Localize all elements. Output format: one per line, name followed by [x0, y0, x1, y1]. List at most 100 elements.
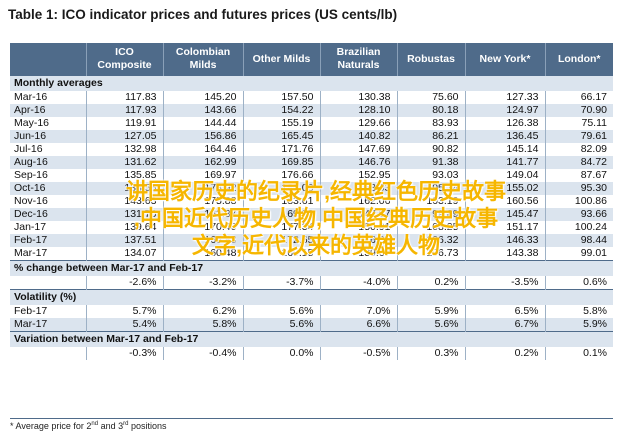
table-cell: 140.82	[320, 130, 398, 143]
row-label: Apr-16	[10, 104, 87, 117]
table-cell: 164.46	[163, 143, 244, 156]
row-label: Feb-17	[10, 234, 87, 247]
table-cell: 143.38	[465, 247, 546, 261]
table-cell: 131.70	[86, 208, 164, 221]
table-cell: 0.2%	[465, 347, 546, 360]
footnote-sup-rd: rd	[123, 421, 129, 427]
table-cell: 117.83	[86, 91, 164, 104]
table-bottom-rule	[10, 418, 613, 419]
table-cell: 132.98	[86, 143, 164, 156]
column-header-line: Composite	[97, 59, 152, 71]
table-cell: -3.5%	[465, 276, 546, 290]
column-header-line: Brazilian	[336, 46, 381, 58]
table-row: May-16 119.91 144.44 155.19 129.66 83.93 126.3…	[10, 117, 613, 130]
table-cell: 165.83	[163, 234, 244, 247]
section-label: Variation between Mar-17 and Feb-17	[10, 331, 613, 347]
table-cell: 138.56	[86, 182, 164, 195]
table-cell: 7.0%	[320, 305, 398, 318]
table-cell: 0.0%	[243, 347, 321, 360]
section-label: % change between Mar-17 and Feb-17	[10, 260, 613, 276]
table-cell: 144.44	[163, 117, 244, 130]
table-row: Apr-16 117.93 143.66 154.22 128.10 80.18 124.9…	[10, 104, 613, 117]
table-cell: 0.6%	[545, 276, 613, 290]
column-header: London*	[545, 43, 613, 76]
table-cell: -3.7%	[243, 276, 321, 290]
footnote-text-end: positions	[128, 421, 167, 431]
table-cell: -0.4%	[163, 347, 244, 360]
column-header: Robustas	[397, 43, 466, 76]
table-cell: 139.67	[320, 247, 398, 261]
table-cell: 98.44	[545, 234, 613, 247]
column-header: Colombian Milds	[163, 43, 244, 76]
table-row: Aug-16 131.62 162.99 169.85 146.76 91.38 141.7…	[10, 156, 613, 169]
table-cell: 5.8%	[163, 318, 244, 332]
table-cell: 0.2%	[397, 276, 466, 290]
table-cell: 79.61	[545, 130, 613, 143]
table-cell: 103.19	[397, 195, 466, 208]
table-cell: 5.6%	[243, 305, 321, 318]
table-cell: 130.38	[320, 91, 398, 104]
table-cell: 156.86	[163, 130, 244, 143]
table-row: -0.3% -0.4% 0.0% -0.5% 0.3% 0.2% 0.1%	[10, 347, 613, 360]
column-header-line: Other Milds	[252, 52, 311, 65]
table-row: Feb-17 137.51 165.83 172.65 146.05 106.32 146.…	[10, 234, 613, 247]
table-cell: 106.73	[397, 247, 466, 261]
table-cell: 75.60	[397, 91, 466, 104]
table-cell: 162.37	[163, 208, 244, 221]
ico-price-table: ICO Composite Colombian Milds Other Milds Bra…	[10, 43, 613, 360]
table-cell: 129.66	[320, 117, 398, 130]
table-cell: 5.7%	[86, 305, 164, 318]
table-cell: 146.33	[465, 234, 546, 247]
footnote: * Average price for 2nd and 3rd position…	[10, 421, 166, 431]
row-label	[10, 347, 87, 360]
table-cell: 86.21	[397, 130, 466, 143]
table-cell: -4.0%	[320, 276, 398, 290]
table-cell: 176.66	[243, 169, 321, 182]
table-cell: 146.05	[320, 234, 398, 247]
table-row: Jun-16 127.05 156.86 165.45 140.82 86.21 136.4…	[10, 130, 613, 143]
table-row: Mar-17 5.4% 5.8% 5.6% 6.6% 5.6% 6.7% 5.9%	[10, 318, 613, 332]
table-cell: 136.45	[465, 130, 546, 143]
table-row: Nov-16 143.63 175.88 183.61 162.06 103.19 160.…	[10, 195, 613, 208]
header-corner	[10, 43, 87, 76]
table-cell: 6.5%	[465, 305, 546, 318]
column-header: Brazilian Naturals	[320, 43, 398, 76]
table-cell: 5.9%	[545, 318, 613, 332]
table-cell: 6.7%	[465, 318, 546, 332]
table-cell: 131.62	[86, 156, 164, 169]
table-cell: 5.6%	[397, 318, 466, 332]
table-cell: 0.1%	[545, 347, 613, 360]
table-cell: 0.3%	[397, 347, 466, 360]
table-cell: 145.47	[465, 208, 546, 221]
table-cell: 90.82	[397, 143, 466, 156]
section-header-row: Monthly averages	[10, 75, 613, 91]
column-header: Other Milds	[243, 43, 321, 76]
table-cell: 99.01	[545, 247, 613, 261]
table-cell: 177.34	[243, 221, 321, 234]
section-label: Volatility (%)	[10, 289, 613, 305]
row-label: Jun-16	[10, 130, 87, 143]
row-label: Jan-17	[10, 221, 87, 234]
table-cell: -3.2%	[163, 276, 244, 290]
header-row: ICO Composite Colombian Milds Other Milds Bra…	[10, 43, 613, 76]
table-cell: 169.85	[243, 156, 321, 169]
table-cell: 124.97	[465, 104, 546, 117]
table-cell: 70.90	[545, 104, 613, 117]
table-cell: 145.14	[465, 143, 546, 156]
table-cell: 87.67	[545, 169, 613, 182]
table-cell: 143.66	[163, 104, 244, 117]
table-cell: -0.3%	[86, 347, 164, 360]
table-cell: 127.05	[86, 130, 164, 143]
table-row: Feb-17 5.7% 6.2% 5.6% 7.0% 5.9% 6.5% 5.8%	[10, 305, 613, 318]
table-cell: 154.22	[243, 104, 321, 117]
table-cell: 82.09	[545, 143, 613, 156]
row-label: Mar-17	[10, 247, 87, 261]
row-label: Mar-16	[10, 91, 87, 104]
row-label: May-16	[10, 117, 87, 130]
table-cell: 5.6%	[243, 318, 321, 332]
table-cell: 100.24	[545, 221, 613, 234]
row-label: Sep-16	[10, 169, 87, 182]
footnote-sup-nd: nd	[91, 421, 99, 427]
section-label: Monthly averages	[10, 75, 613, 91]
table-cell: 149.04	[465, 169, 546, 182]
